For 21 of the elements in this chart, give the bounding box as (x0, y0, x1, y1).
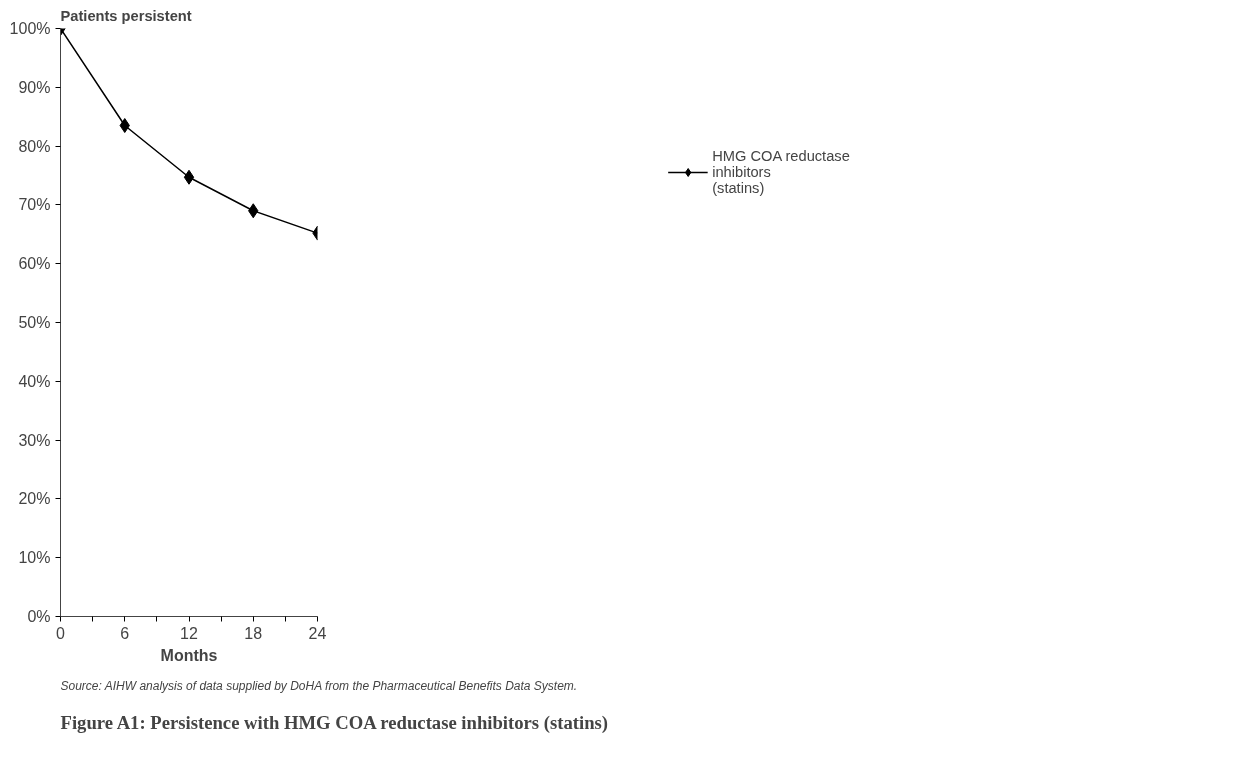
x-tick-label: 12 (180, 624, 198, 642)
y-tick-label: 70% (18, 196, 51, 214)
y-tick-label: 60% (18, 255, 51, 273)
x-axis-title: Months (160, 646, 218, 664)
y-axis-title: Patients persistent (60, 7, 192, 24)
legend-label: HMG COA reductase inhibitors (statins) (712, 148, 850, 196)
source-note: Source: AIHW analysis of data supplied by DoHA from the Pharmaceutical Benefits Data System. (60, 678, 578, 693)
y-tick-label: 90% (18, 78, 51, 96)
y-tick-label: 30% (18, 431, 51, 449)
y-tick-label: 100% (9, 20, 51, 37)
y-tick-label: 40% (18, 372, 51, 390)
x-tick-label: 18 (244, 624, 263, 642)
y-tick-label: 80% (18, 137, 51, 155)
x-tick-label: 0 (56, 624, 66, 642)
y-tick-label: 0% (27, 608, 51, 625)
x-tick-label: 6 (120, 624, 130, 642)
y-tick-label: 20% (18, 490, 51, 508)
text: Figure A1: Persistence with HMG COA reductase inhibitors (statins) (60, 712, 609, 734)
y-tick-label: 10% (18, 549, 51, 567)
y-tick-label: 50% (18, 314, 51, 331)
x-tick-label: 24 (308, 624, 327, 642)
